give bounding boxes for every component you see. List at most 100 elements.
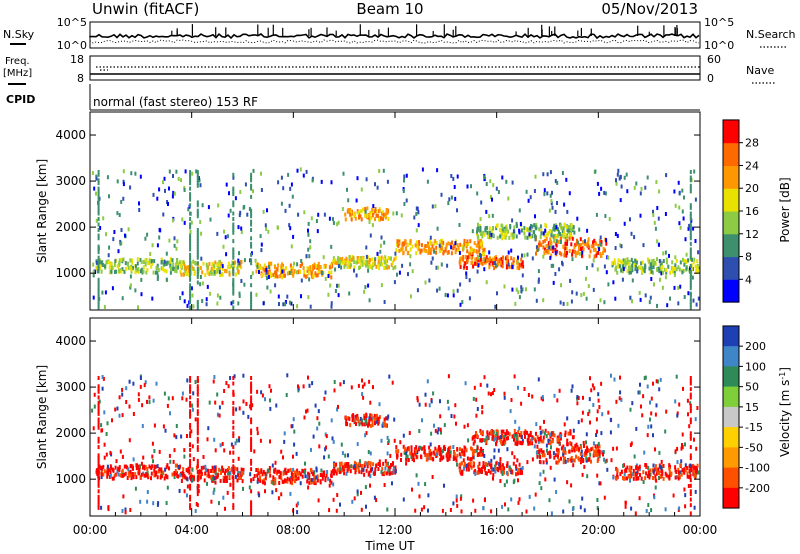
echo-cell xyxy=(595,212,598,217)
echo-cell xyxy=(214,400,217,405)
echo-cell xyxy=(97,494,100,499)
echo-cell xyxy=(548,208,551,213)
echo-cell xyxy=(304,461,306,466)
echo-cell xyxy=(461,300,464,305)
echo-cell xyxy=(590,447,593,452)
echo-cell xyxy=(571,252,574,257)
echo-cell xyxy=(332,439,335,444)
echo-cell xyxy=(382,461,385,466)
echo-cell xyxy=(366,259,369,264)
echo-cell xyxy=(399,440,402,445)
echo-cell xyxy=(183,454,186,459)
echo-cell xyxy=(238,406,241,411)
echo-cell xyxy=(252,189,254,194)
echo-cell xyxy=(196,492,199,497)
echo-cell xyxy=(498,465,501,470)
echo-cell xyxy=(218,405,221,410)
echo-cell xyxy=(531,256,534,261)
echo-cell xyxy=(520,257,523,262)
echo-cell xyxy=(648,300,651,305)
echo-cell xyxy=(499,461,502,466)
echo-cell xyxy=(454,403,457,408)
echo-cell xyxy=(581,472,584,477)
echo-cell xyxy=(201,203,204,208)
echo-cell xyxy=(189,286,192,291)
echo-cell xyxy=(597,250,600,255)
echo-cell xyxy=(485,471,488,476)
echo-cell xyxy=(227,261,230,266)
echo-cell xyxy=(178,488,181,493)
echo-cell xyxy=(673,266,676,271)
echo-cell xyxy=(477,244,480,249)
echo-cell xyxy=(474,471,477,476)
echo-cell xyxy=(156,475,159,480)
echo-cell xyxy=(468,278,471,283)
echo-cell xyxy=(517,471,520,476)
echo-cell xyxy=(580,456,583,461)
echo-cell xyxy=(560,252,563,257)
echo-cell xyxy=(452,293,455,298)
echo-cell xyxy=(189,294,192,299)
echo-cell xyxy=(621,260,624,265)
echo-cell xyxy=(409,451,412,456)
echo-cell xyxy=(570,442,573,447)
echo-cell xyxy=(689,205,692,210)
echo-cell xyxy=(250,447,253,452)
echo-cell xyxy=(218,467,221,472)
echo-cell xyxy=(593,452,596,456)
echo-cell xyxy=(408,447,410,452)
echo-cell xyxy=(507,431,509,436)
echo-cell xyxy=(309,304,312,309)
echo-cell xyxy=(629,443,632,447)
echo-cell xyxy=(281,262,284,267)
echo-cell xyxy=(98,260,101,265)
echo-cell xyxy=(695,465,698,470)
echo-cell xyxy=(593,386,596,391)
echo-cell xyxy=(333,258,336,263)
echo-cell xyxy=(498,228,501,232)
echo-cell xyxy=(206,437,209,442)
echo-cell xyxy=(107,471,109,476)
echo-cell xyxy=(577,396,580,400)
echo-cell xyxy=(583,508,586,513)
echo-cell xyxy=(350,217,353,222)
echo-cell xyxy=(402,433,405,438)
echo-cell xyxy=(216,231,219,236)
echo-cell xyxy=(164,467,167,472)
echo-cell xyxy=(435,241,438,245)
echo-cell xyxy=(375,413,378,418)
echo-cell xyxy=(232,217,235,221)
echo-cell xyxy=(100,505,103,510)
echo-cell xyxy=(99,226,102,230)
echo-cell xyxy=(205,262,208,267)
echo-cell xyxy=(622,476,624,480)
echo-cell xyxy=(222,468,225,473)
echo-cell xyxy=(692,298,695,303)
echo-cell xyxy=(477,258,480,263)
echo-cell xyxy=(115,269,118,274)
echo-cell xyxy=(398,242,401,246)
echo-cell xyxy=(345,415,348,420)
echo-cell xyxy=(351,418,354,423)
echo-cell xyxy=(661,471,664,476)
echo-cell xyxy=(683,467,686,472)
echo-cell xyxy=(196,389,199,394)
echo-cell xyxy=(689,203,692,208)
echo-cell xyxy=(528,494,531,499)
echo-cell xyxy=(516,265,519,270)
echo-cell xyxy=(435,452,438,456)
echo-cell xyxy=(542,439,545,444)
echo-cell xyxy=(488,230,491,235)
echo-cell xyxy=(189,291,192,296)
echo-cell xyxy=(113,230,116,234)
echo-cell xyxy=(364,261,366,266)
echo-cell xyxy=(674,468,677,473)
echo-cell xyxy=(648,475,651,480)
echo-cell xyxy=(116,211,119,216)
echo-cell xyxy=(276,225,279,230)
echo-cell xyxy=(578,447,581,452)
echo-cell xyxy=(189,217,192,221)
echo-cell xyxy=(503,437,506,442)
echo-cell xyxy=(382,216,384,221)
echo-cell xyxy=(107,260,110,265)
